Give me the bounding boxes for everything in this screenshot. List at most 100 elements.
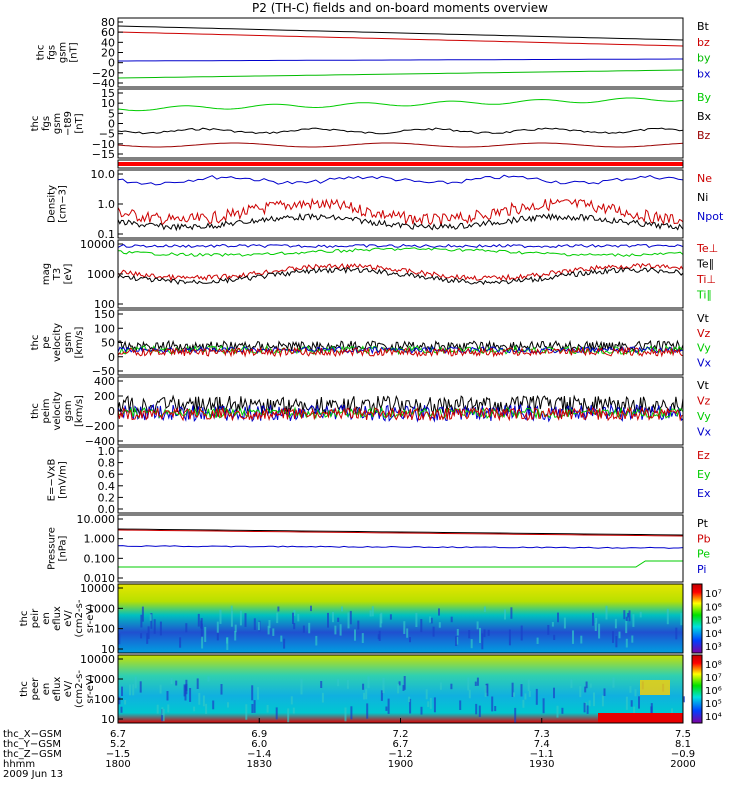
spectrogram-texture (579, 686, 582, 698)
trace-Te-perp (117, 262, 684, 282)
spectrogram-texture (280, 635, 283, 642)
spectrogram-texture (398, 681, 401, 686)
trace-Vt (117, 394, 684, 416)
spectrogram-texture (201, 636, 204, 649)
spectrogram-texture (366, 703, 369, 719)
spectrogram-texture (650, 703, 653, 715)
axis-row-value: −1.5 (106, 749, 130, 760)
y-tick-label: 10.0 (91, 168, 116, 181)
axis-row-value: 6.0 (251, 739, 267, 750)
spectrogram-texture (468, 630, 471, 639)
spectrogram-texture (287, 708, 290, 723)
spectrogram-texture (680, 612, 683, 626)
spectrogram-texture (377, 634, 380, 640)
spectrogram-texture (216, 632, 219, 641)
y-axis-label: thc (36, 45, 47, 61)
spectrogram (118, 584, 683, 653)
spectrogram-texture (455, 636, 458, 646)
spectrogram-texture (140, 633, 143, 639)
trace-Bx (117, 127, 684, 135)
spectrogram-texture (363, 692, 366, 700)
spectrogram-texture (601, 695, 604, 707)
spectrogram-texture (385, 706, 388, 711)
spectrogram-texture (430, 617, 433, 624)
y-axis-label: velocity (52, 323, 63, 362)
y-axis-label: [km/s] (74, 326, 85, 358)
spectrogram-texture (276, 612, 279, 624)
legend-entry: Ni (697, 191, 708, 204)
spectrogram (118, 655, 683, 723)
trace-Vz (117, 346, 684, 358)
spectrogram-texture (161, 709, 164, 722)
trace-by (118, 58, 683, 62)
spectrogram-texture (483, 629, 486, 638)
spectrogram-texture (245, 704, 248, 720)
legend-entry: Bt (697, 20, 710, 33)
y-tick-label: −400 (85, 435, 115, 448)
spectrogram-texture (230, 605, 233, 611)
colorbar-tick-label: 10³ (705, 642, 722, 653)
spectrogram-texture (570, 679, 573, 688)
y-tick-label: 0.8 (98, 457, 116, 470)
trace-Pe (118, 560, 683, 568)
spectrogram-texture (153, 619, 156, 634)
axis-row-value: −1.1 (530, 749, 554, 760)
spectrogram-texture (535, 688, 538, 705)
axis-row-label: hhmm (3, 759, 35, 770)
spectrogram-texture (367, 676, 370, 689)
trace-Ni (117, 212, 684, 232)
y-axis-label: peir (30, 608, 41, 628)
y-axis-label: en (41, 612, 52, 625)
spectrogram-texture (283, 638, 286, 649)
spectrogram-texture (149, 614, 152, 621)
spectrogram-texture (584, 702, 587, 711)
panel-11: 10000 1000 100 10 thc peer en eflux eV/(cm2-s-sr… (19, 653, 685, 726)
y-tick-label: 10000 (80, 653, 115, 666)
trace-Npot (117, 174, 684, 186)
spectrogram-texture (433, 697, 436, 713)
spectrogram-texture (197, 613, 200, 627)
spectrogram-texture (170, 678, 173, 684)
axis-row-value: 1830 (247, 759, 272, 770)
panel-5: 10000 1000 100 mag T3 [eV] Te⊥ Te∥ Ti⊥ Ti∥ (41, 238, 718, 311)
spectrogram-texture (432, 626, 435, 637)
spectrogram-texture (290, 696, 293, 705)
spectrogram-texture (347, 612, 350, 629)
spectrogram-texture (234, 624, 237, 633)
spectrogram-texture (551, 622, 554, 627)
axis-row-value: −1.4 (247, 749, 271, 760)
spectrogram-texture (542, 698, 545, 714)
spectrogram-texture (683, 696, 685, 703)
spectrogram-texture (167, 704, 170, 713)
legend-entry: Te∥ (696, 258, 714, 271)
axis-row-value: 7.2 (393, 729, 409, 740)
spectrogram-texture (257, 687, 259, 700)
spectrogram-texture (268, 620, 271, 629)
legend-entry: Pb (697, 532, 711, 545)
y-tick-label: 0 (108, 118, 115, 131)
spectrogram-texture (427, 701, 430, 707)
spectrogram-texture (166, 691, 169, 701)
y-axis-label: sr-eV) (85, 604, 96, 633)
spectrogram-texture (293, 610, 296, 616)
spectrogram-texture (420, 619, 423, 633)
y-tick-label: 5 (108, 107, 115, 120)
spectrogram-texture (162, 708, 165, 722)
panel-frame (117, 88, 684, 159)
colorbar-tick-label: 10⁵ (705, 616, 722, 627)
y-tick-label: −5 (99, 128, 115, 141)
y-tick-label: −10 (92, 138, 115, 151)
spectrogram-texture (598, 623, 601, 639)
spectrogram-texture (595, 618, 598, 624)
panel-3 (117, 159, 684, 169)
spectrogram-texture (524, 693, 527, 700)
y-axis-label: [km/s] (74, 395, 85, 427)
spectrogram-texture (429, 616, 432, 623)
trace-By (117, 97, 684, 112)
trace-Bz (117, 142, 684, 148)
spectrogram-texture (320, 681, 323, 688)
y-axis-label: [nPa] (58, 535, 69, 561)
y-tick-label: 0 (108, 57, 115, 70)
spectrogram-texture (625, 620, 628, 634)
